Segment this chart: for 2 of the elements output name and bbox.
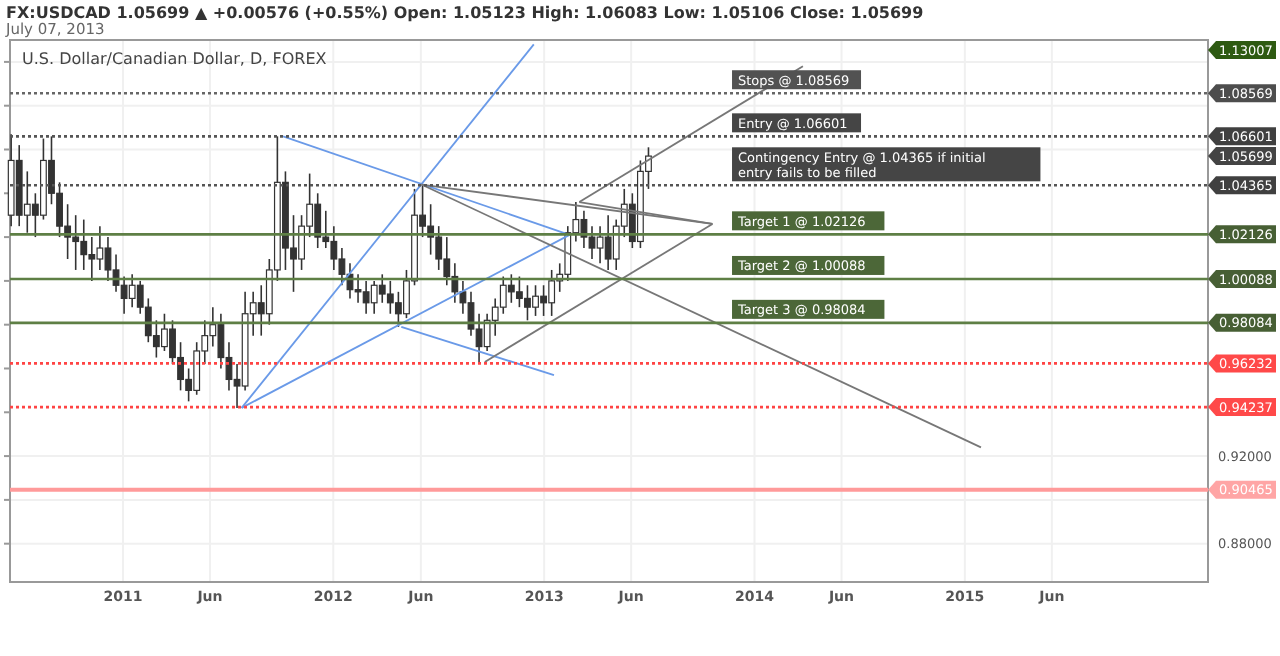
annotation: U.S. Dollar/Canadian Dollar, D, FOREX	[22, 49, 328, 68]
chart-title: FX:USDCAD 1.05699 ▲ +0.00576 (+0.55%) Open: 1.05123 High: 1.06083 Low: 1.05106 Close: 1.05699	[6, 3, 925, 22]
